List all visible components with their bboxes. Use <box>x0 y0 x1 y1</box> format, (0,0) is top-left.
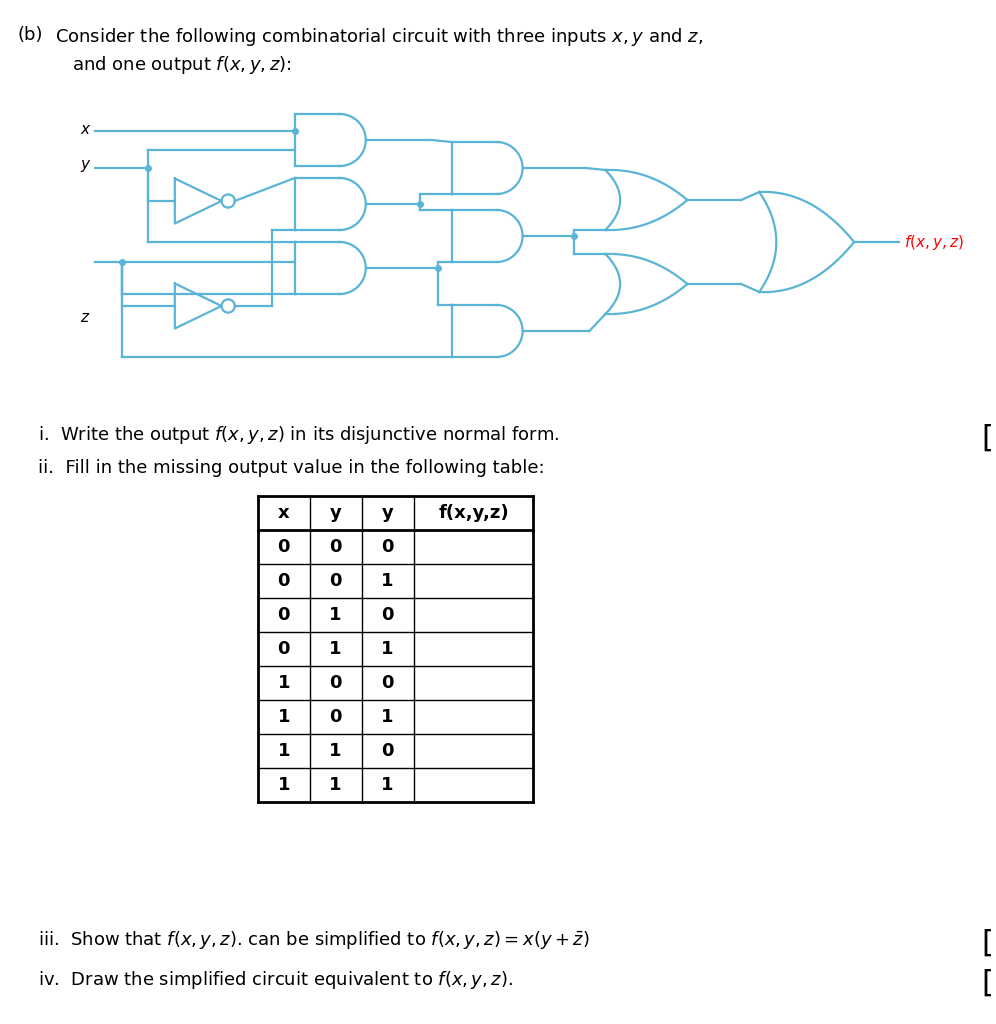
Text: 1: 1 <box>330 606 342 624</box>
Text: 1: 1 <box>278 674 290 692</box>
Text: $z$: $z$ <box>80 309 91 325</box>
Text: 1: 1 <box>330 640 342 658</box>
Text: 0: 0 <box>278 572 290 590</box>
Text: $y$: $y$ <box>80 158 92 174</box>
Text: ii.  Fill in the missing output value in the following table:: ii. Fill in the missing output value in … <box>38 459 545 477</box>
Text: 1: 1 <box>330 776 342 794</box>
Text: iv.  Draw the simplified circuit equivalent to $f(x, y, z)$.: iv. Draw the simplified circuit equivale… <box>38 969 513 991</box>
Text: 1: 1 <box>278 708 290 726</box>
Text: 0: 0 <box>330 674 342 692</box>
Text: 1: 1 <box>381 708 393 726</box>
Text: y: y <box>330 504 342 522</box>
Text: (b): (b) <box>18 26 44 44</box>
Text: iii.  Show that $f(x, y, z)$. can be simplified to $f(x, y, z) = x(y + \bar{z})$: iii. Show that $f(x, y, z)$. can be simp… <box>38 929 590 951</box>
Text: 0: 0 <box>381 606 393 624</box>
Text: i.  Write the output $f(x, y, z)$ in its disjunctive normal form.: i. Write the output $f(x, y, z)$ in its … <box>38 424 560 446</box>
Text: 1: 1 <box>330 742 342 760</box>
Text: 1: 1 <box>278 776 290 794</box>
Text: y: y <box>381 504 393 522</box>
Text: 0: 0 <box>278 640 290 658</box>
Text: [: [ <box>981 424 993 453</box>
Text: 0: 0 <box>381 538 393 556</box>
Text: x: x <box>278 504 290 522</box>
Text: and one output $f(x, y, z)$:: and one output $f(x, y, z)$: <box>72 54 292 76</box>
Text: 0: 0 <box>278 538 290 556</box>
Text: 0: 0 <box>381 674 393 692</box>
Text: 1: 1 <box>381 776 393 794</box>
Text: 0: 0 <box>330 572 342 590</box>
Text: Consider the following combinatorial circuit with three inputs $x, y$ and $z,$: Consider the following combinatorial cir… <box>55 26 703 48</box>
Text: 0: 0 <box>381 742 393 760</box>
Text: 0: 0 <box>278 606 290 624</box>
Text: [: [ <box>981 929 993 958</box>
Text: $x$: $x$ <box>80 122 92 136</box>
Text: 0: 0 <box>330 538 342 556</box>
Text: $f$$(x,y,z)$: $f$$(x,y,z)$ <box>904 232 964 252</box>
Text: 1: 1 <box>381 640 393 658</box>
Text: 1: 1 <box>381 572 393 590</box>
Text: 1: 1 <box>278 742 290 760</box>
Text: 0: 0 <box>330 708 342 726</box>
Text: f(x,y,z): f(x,y,z) <box>438 504 509 522</box>
Text: [: [ <box>981 969 993 998</box>
